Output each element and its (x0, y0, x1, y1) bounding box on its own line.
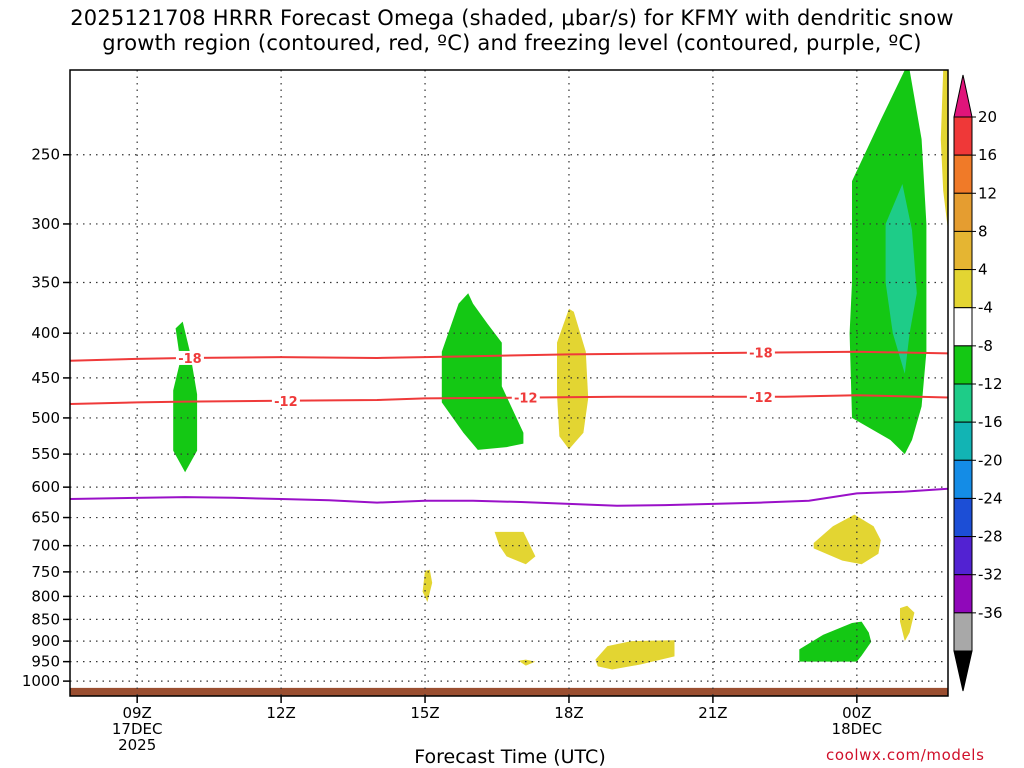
red-contour-label-1-2: -12 (749, 391, 773, 406)
red-contour-label-1-1: -12 (514, 392, 538, 407)
red-contour-label-bg-1-1 (511, 390, 540, 405)
x-tick-label-24-1: 18DEC (832, 720, 883, 738)
y-tick-label-800: 800 (31, 587, 60, 605)
plot-frame (69, 69, 949, 697)
chart-title: 2025121708 HRRR Forecast Omega (shaded, … (0, 6, 1024, 56)
colorbar-cell-2 (953, 192, 973, 232)
colorbar-cell-6 (953, 345, 973, 385)
omega-region-6 (494, 531, 536, 565)
colorbar-label-8: -16 (978, 413, 1003, 431)
colorbar-label-9: -20 (978, 451, 1003, 469)
omega-region-0 (173, 321, 198, 473)
omega-region-5 (940, 70, 948, 231)
colorbar-cell-7 (953, 383, 973, 423)
terrain-strip (70, 687, 948, 696)
y-tick-label-500: 500 (31, 409, 60, 427)
omega-shading-layer (173, 70, 948, 670)
grid-lines (70, 70, 948, 696)
colorbar-cell-10 (953, 497, 973, 538)
red-contour-label-bg-1-0 (271, 393, 300, 408)
colorbar-label-0: 20 (978, 108, 997, 126)
x-tick-label-21-0: 21Z (698, 704, 727, 722)
y-tick-label-400: 400 (31, 324, 60, 342)
colorbar-label-5: -4 (978, 299, 993, 317)
colorbar-label-12: -32 (978, 566, 1003, 584)
red-contour-0 (70, 350, 948, 362)
colorbar-label-11: -28 (978, 528, 1003, 546)
credit-link[interactable]: coolwx.com/models (826, 746, 985, 764)
omega-region-10 (813, 514, 881, 565)
x-tick-label-9-0: 09Z (122, 704, 151, 722)
colorbar-label-1: 16 (978, 146, 997, 164)
omega-region-12 (900, 605, 915, 642)
colorbar-cell-0 (953, 116, 973, 156)
red-contour-label-0-0: -18 (178, 352, 202, 367)
y-tick-label-600: 600 (31, 478, 60, 496)
colorbar-cell-1 (953, 154, 973, 194)
colorbar-cell-8 (953, 421, 973, 461)
x-tick-label-9-1: 17DEC (112, 720, 163, 738)
colorbar-cell-12 (953, 574, 973, 614)
omega-region-11 (799, 621, 872, 662)
red-contour-label-bg-0-0 (175, 350, 204, 365)
colorbar-label-2: 12 (978, 184, 997, 202)
red-contour-1 (70, 394, 948, 405)
colorbar-label-13: -36 (978, 604, 1003, 622)
y-tick-label-250: 250 (31, 146, 60, 164)
omega-region-9 (595, 640, 675, 670)
y-tick-label-350: 350 (31, 273, 60, 291)
y-tick-label-1000: 1000 (22, 672, 60, 690)
red-contour-label-bg-0-1 (746, 345, 775, 360)
y-tick-label-900: 900 (31, 632, 60, 650)
colorbar-top-arrow (953, 74, 973, 118)
colorbar-label-10: -24 (978, 489, 1003, 507)
colorbar: 20 16 12 8 4 -4 -8 -12 -16 -20 -24 -28 -32 -36 (953, 74, 1003, 692)
colorbar-bottom-arrow (953, 650, 973, 692)
y-tick-label-550: 550 (31, 445, 60, 463)
chart-title-line-1: 2025121708 HRRR Forecast Omega (shaded, … (70, 6, 954, 30)
freezing-level-contours (70, 487, 948, 507)
colorbar-cell-4 (953, 269, 973, 309)
omega-region-4 (885, 184, 917, 374)
omega-region-8 (518, 659, 536, 666)
y-tick-label-700: 700 (31, 537, 60, 555)
x-axis-label: Forecast Time (UTC) (414, 746, 606, 768)
y-tick-label-850: 850 (31, 610, 60, 628)
colorbar-label-6: -8 (978, 337, 993, 355)
colorbar-label-7: -12 (978, 375, 1003, 393)
colorbar-cell-5 (953, 307, 973, 347)
y-tick-label-650: 650 (31, 509, 60, 527)
x-tick-label-24-0: 00Z (842, 704, 871, 722)
colorbar-cell-13 (953, 612, 973, 652)
freezing-level-line-0 (70, 487, 948, 507)
colorbar-cell-3 (953, 230, 973, 271)
omega-region-1 (441, 293, 524, 450)
chart-title-line-2: growth region (contoured, red, ºC) and f… (102, 31, 922, 55)
x-tick-label-12-0: 12Z (266, 704, 295, 722)
colorbar-cell-11 (953, 536, 973, 576)
colorbar-label-3: 8 (978, 222, 988, 240)
y-tick-label-450: 450 (31, 369, 60, 387)
red-contour-label-bg-1-2 (746, 389, 775, 404)
colorbar-cell-9 (953, 459, 973, 499)
dendritic-contours: -18 -18 -12 -12 -12 (70, 345, 948, 410)
x-tick-label-9-2: 2025 (118, 736, 156, 754)
x-tick-label-15-0: 15Z (410, 704, 439, 722)
red-contour-label-1-0: -12 (274, 395, 298, 410)
y-tick-label-950: 950 (31, 653, 60, 671)
omega-region-2 (557, 308, 589, 450)
red-contour-label-0-1: -18 (749, 347, 773, 362)
y-axis-ticks: 250 300 350 400 450 500 550 600 650 700 750 800 850 9… (22, 146, 70, 690)
omega-region-7 (422, 569, 433, 602)
x-tick-label-18-0: 18Z (554, 704, 583, 722)
y-tick-label-750: 750 (31, 563, 60, 581)
colorbar-label-4: 4 (978, 261, 988, 279)
y-tick-label-300: 300 (31, 215, 60, 233)
terrain-layer (70, 687, 948, 696)
